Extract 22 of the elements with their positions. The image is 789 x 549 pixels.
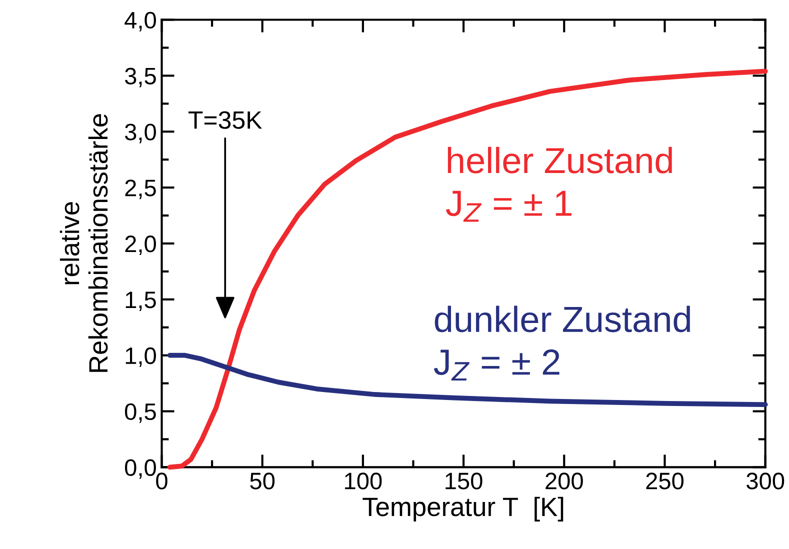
annotation: T=35K: [188, 111, 262, 129]
x-tick-label: 100: [345, 472, 382, 490]
line-series: [167, 68, 768, 470]
x-tick-label: 200: [546, 472, 583, 490]
x-tick-label: 150: [446, 472, 482, 490]
y-tick-label: 0,5: [124, 403, 156, 423]
y-tick-label: 3,0: [124, 124, 156, 144]
series-label: dunkler Zustand J$_{Z}$ = ± 2: [434, 306, 690, 381]
y-tick-label: 4,0: [124, 12, 156, 32]
y-tick-label: 2,5: [125, 180, 156, 200]
x-tick-label: 250: [646, 472, 684, 490]
y-tick-label: 0,0: [124, 459, 156, 479]
y-tick-label: 1,0: [126, 347, 156, 367]
y-tick-label: 2,0: [125, 236, 156, 256]
y-tick-label: 1,5: [126, 292, 156, 311]
y-tick-label: 3,5: [124, 68, 156, 88]
x-axis-title: Temperatur T [K]: [362, 496, 564, 522]
y-axis-title: relative Rekombinationsstärke: [60, 114, 108, 372]
x-tick-label: 0: [156, 472, 168, 490]
x-tick-label: 300: [746, 472, 784, 490]
series-label: heller Zustand J$_{Z}$ = ± 1: [446, 146, 672, 222]
x-tick-label: 50: [250, 472, 275, 490]
